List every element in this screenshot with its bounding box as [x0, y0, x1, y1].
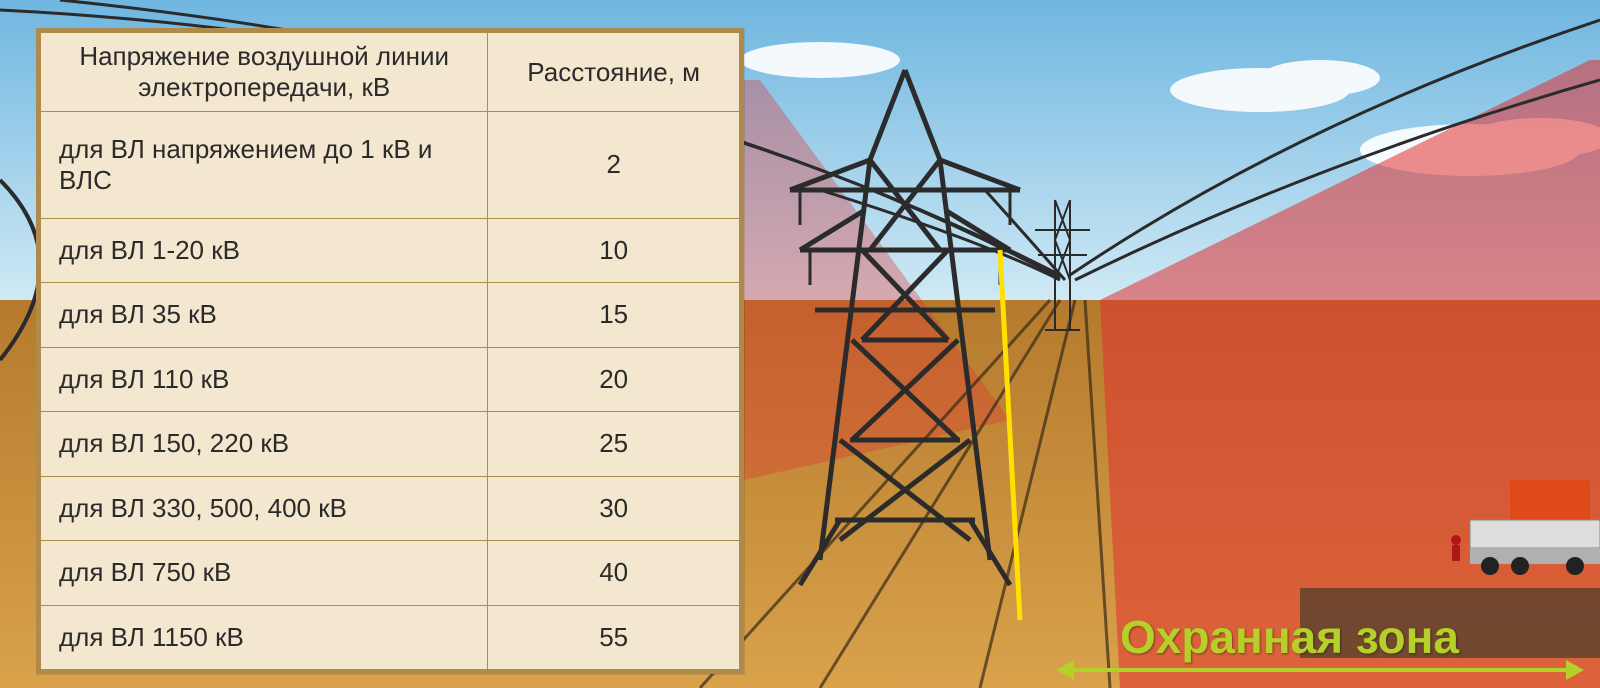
table-row: для ВЛ 1150 кВ55 [41, 605, 740, 670]
distance-cell: 30 [488, 476, 740, 540]
voltage-cell: для ВЛ напряжением до 1 кВ и ВЛС [41, 112, 488, 218]
table-row: для ВЛ 1-20 кВ10 [41, 218, 740, 282]
voltage-cell: для ВЛ 110 кВ [41, 347, 488, 411]
voltage-cell: для ВЛ 35 кВ [41, 283, 488, 347]
distance-table: Напряжение воздушной линии электропереда… [36, 28, 744, 674]
table-row: для ВЛ 110 кВ20 [41, 347, 740, 411]
voltage-cell: для ВЛ 1-20 кВ [41, 218, 488, 282]
table-row: для ВЛ 150, 220 кВ25 [41, 412, 740, 476]
table-row: для ВЛ 35 кВ15 [41, 283, 740, 347]
distance-cell: 25 [488, 412, 740, 476]
table-row: для ВЛ 330, 500, 400 кВ30 [41, 476, 740, 540]
distance-cell: 2 [488, 112, 740, 218]
distance-cell: 55 [488, 605, 740, 670]
table-header-voltage: Напряжение воздушной линии электропереда… [41, 33, 488, 112]
infographic-scene: Напряжение воздушной линии электропереда… [0, 0, 1600, 688]
voltage-cell: для ВЛ 1150 кВ [41, 605, 488, 670]
voltage-cell: для ВЛ 150, 220 кВ [41, 412, 488, 476]
table-row: для ВЛ 750 кВ40 [41, 541, 740, 605]
table-header-distance: Расстояние, м [488, 33, 740, 112]
distance-cell: 40 [488, 541, 740, 605]
distance-cell: 20 [488, 347, 740, 411]
voltage-cell: для ВЛ 330, 500, 400 кВ [41, 476, 488, 540]
table-row: для ВЛ напряжением до 1 кВ и ВЛС2 [41, 112, 740, 218]
distance-cell: 15 [488, 283, 740, 347]
distance-cell: 10 [488, 218, 740, 282]
voltage-cell: для ВЛ 750 кВ [41, 541, 488, 605]
